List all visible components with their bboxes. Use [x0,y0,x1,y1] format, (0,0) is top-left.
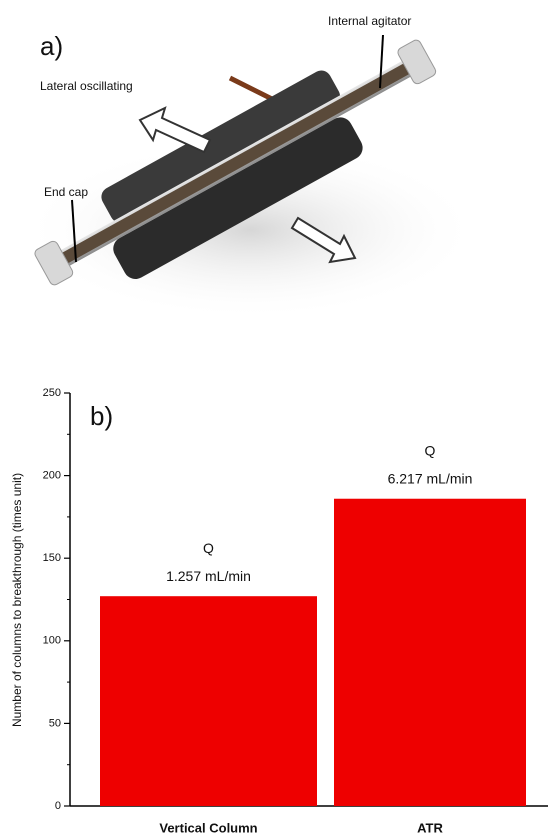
y-tick-label: 50 [49,717,61,729]
panel-label: a) [40,31,63,61]
y-tick-label: 100 [43,635,61,647]
label: Lateral oscillating [40,79,133,93]
y-tick-label: 200 [43,470,61,482]
x-tick-label: ATR [417,820,443,835]
panel-label: b) [90,401,113,431]
label: Internal agitator [328,14,411,28]
y-tick-label: 250 [43,387,61,399]
y-tick-label: 150 [43,552,61,564]
x-tick-label: Vertical Column [159,820,257,835]
y-tick-label: 0 [55,800,61,812]
annotation: Q [425,442,436,458]
illustration: a) Internal agitator Lateral oscillating… [20,14,480,320]
bar [100,596,317,806]
annotation: 1.257 mL/min [166,568,251,584]
annotation: Q [203,540,214,556]
label: End cap [44,185,88,199]
y-axis-label: Number of columns to breakthrough (times… [10,473,24,727]
annotation: 6.217 mL/min [388,470,473,486]
bar [334,499,526,806]
figure: a) Internal agitator Lateral oscillating… [0,0,548,840]
